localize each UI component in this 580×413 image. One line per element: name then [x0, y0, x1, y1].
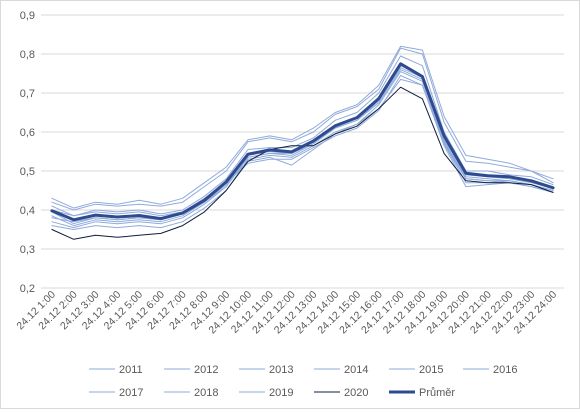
- series-line-2016: [51, 71, 554, 230]
- legend-label: 2017: [119, 387, 143, 399]
- legend-label: Průměr: [419, 387, 455, 399]
- series-line-Průměr: [50, 62, 555, 222]
- legend-label: 2013: [269, 364, 293, 376]
- legend-label: 2016: [493, 364, 517, 376]
- legend-label: 2018: [194, 387, 218, 399]
- series-line-2018: [51, 78, 554, 225]
- series-line-2015: [51, 67, 554, 229]
- y-tick-label: 0,3: [20, 244, 35, 256]
- series-line-2017: [51, 69, 554, 227]
- series-lines: [50, 45, 555, 240]
- y-axis-tick-labels: 0,2 0,3 0,4 0,5 0,6 0,7 0,8 0,9: [20, 10, 35, 295]
- legend-label: 2012: [194, 364, 218, 376]
- legend-label: 2019: [269, 387, 293, 399]
- series-line-2013: [51, 55, 554, 217]
- legend: 2011 2012 2013 2014 2015 2016 2017 2018 2019 2020…: [89, 364, 517, 399]
- gridlines: [41, 14, 564, 289]
- y-tick-label: 0,7: [20, 88, 35, 100]
- series-line-2019: [51, 75, 554, 217]
- series-line-2014: [51, 65, 554, 223]
- legend-label: 2015: [419, 364, 443, 376]
- y-tick-label: 0,8: [20, 49, 35, 61]
- y-tick-label: 0,2: [20, 283, 35, 295]
- series-line-2011: [51, 45, 554, 209]
- legend-label: 2011: [119, 364, 143, 376]
- series-line-2012: [51, 47, 554, 211]
- legend-label: 2014: [344, 364, 368, 376]
- y-tick-label: 0,4: [20, 205, 35, 217]
- y-tick-label: 0,5: [20, 166, 35, 178]
- y-tick-label: 0,9: [20, 10, 35, 22]
- y-tick-label: 0,6: [20, 127, 35, 139]
- legend-label: 2020: [344, 387, 368, 399]
